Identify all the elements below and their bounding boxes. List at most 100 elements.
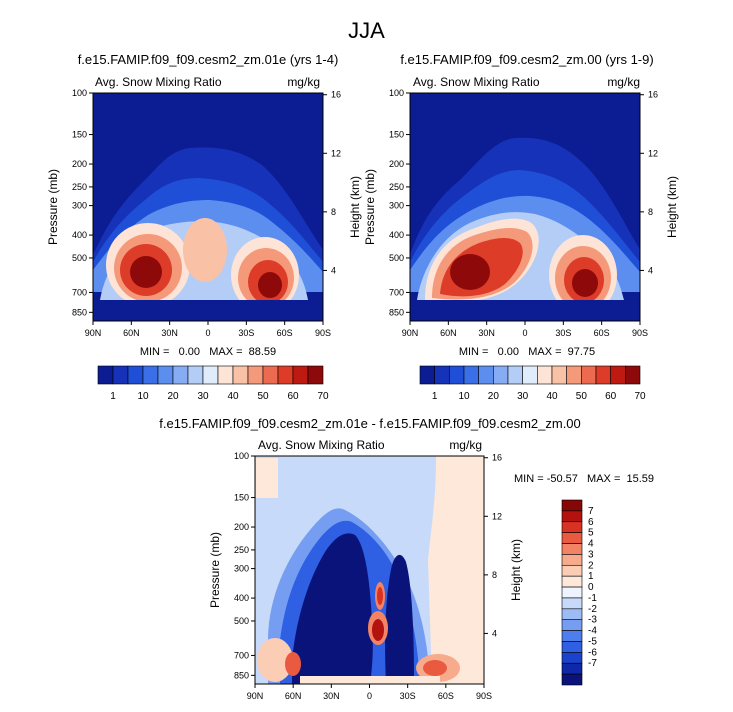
panel-3-x-tick-label: 0 (367, 691, 372, 701)
panel-3-y-tick-label: 150 (234, 493, 249, 503)
panel-3-colorbar-label: -5 (588, 636, 597, 647)
panel-1-colorbar-box (262, 365, 279, 385)
panel-1-y2-tick-label: 16 (331, 90, 341, 100)
panel-1-y-tick-label: 250 (72, 182, 87, 192)
panel-2-colorbar-label: 60 (605, 391, 617, 402)
panel-3-x-tick-label: 60N (285, 691, 302, 701)
panel-1-colorbar-label: 10 (137, 391, 149, 402)
panel-2-y2-axis-title: Height (km) (665, 176, 679, 238)
panel-1-title: f.e15.FAMIP.f09_f09.cesm2_zm.01e (yrs 1-… (78, 52, 339, 67)
panel-3-colorbar-label: -2 (588, 604, 597, 615)
panel-1-colorbar-label: 50 (257, 391, 269, 402)
panel-1-y-axis-title: Pressure (mb) (46, 169, 60, 245)
panel-2-colorbar-label: 1 (432, 391, 438, 402)
panel-1-warm-band-3 (183, 218, 227, 282)
panel-1-y2-axis-title: Height (km) (348, 176, 362, 238)
panel-1-colorbar-box (292, 365, 309, 385)
panel-2-x-tick-label: 30N (478, 328, 495, 338)
panel-3-colorbar-label: -4 (588, 626, 597, 637)
panel-3-y-tick-label: 200 (234, 522, 249, 532)
panel-2: f.e15.FAMIP.f09_f09.cesm2_zm.00 (yrs 1-9… (400, 52, 654, 322)
panel-1-y-tick-label: 850 (72, 307, 87, 317)
panel-2-x-tick-label: 0 (522, 328, 527, 338)
panel-3-y2-tick-label: 4 (492, 628, 497, 638)
panel-2-y-tick-label: 850 (389, 307, 404, 317)
panel-3-colorbar-label: 7 (588, 506, 594, 517)
panel-1-colorbar-label: 60 (287, 391, 299, 402)
panel-1-colorbar-box (112, 365, 129, 385)
panel-3-warm-patch-left (257, 638, 293, 682)
panel-2-y2-tick-label: 12 (648, 148, 658, 158)
panel-3-colorbar-label: -7 (588, 658, 597, 669)
panel-3-y-tick-label: 400 (234, 593, 249, 603)
panel-3-y-tick-label: 500 (234, 616, 249, 626)
panel-3-x-tick-label: 30S (400, 691, 416, 701)
panel-2-y-tick-label: 400 (389, 230, 404, 240)
panel-1-variable-label: Avg. Snow Mixing Ratio (95, 75, 222, 89)
panel-2-colorbar-label: 30 (517, 391, 529, 402)
panel-1-colorbar-label: 20 (167, 391, 179, 402)
panel-1-colorbar-box (187, 365, 204, 385)
panel-3-warm-column-right (428, 456, 484, 684)
panel-3-colorbar-box (561, 586, 583, 599)
panel-3: f.e15.FAMIP.f09_f09.cesm2_zm.01e - f.e15… (159, 416, 654, 685)
panel-2-x-tick-label: 60S (594, 328, 610, 338)
panel-2-warm-band-7 (450, 254, 490, 290)
panel-2-x-tick-label: 90N (402, 328, 419, 338)
panel-3-colorbar-box (561, 532, 583, 544)
panel-3-colorbar-box (561, 608, 583, 621)
panel-3-title: f.e15.FAMIP.f09_f09.cesm2_zm.01e - f.e15… (159, 416, 581, 431)
panel-1-colorbar-box (142, 365, 159, 385)
panel-3-cool-band-3 (292, 533, 373, 684)
panel-3-y-tick-label: 100 (234, 451, 249, 461)
panel-3-min-max: MIN = -50.57 MAX = 15.59 (514, 473, 654, 485)
panel-1-y2-tick-label: 12 (331, 148, 341, 158)
panel-3-colorbar-label: -6 (588, 647, 597, 658)
panel-2-colorbar-label: 70 (634, 391, 646, 402)
panel-2-x-tick-label: 60N (440, 328, 457, 338)
panel-1-colorbar-label: 30 (197, 391, 209, 402)
panel-1-y-tick-label: 100 (72, 88, 87, 98)
panel-3-x-tick-label: 30N (323, 691, 340, 701)
panel-1-colorbar-box (307, 365, 324, 385)
panel-1-x-tick-label: 30N (161, 328, 178, 338)
panel-3-y2-tick-label: 8 (492, 570, 497, 580)
panel-2-y-tick-label: 100 (389, 88, 404, 98)
panel-3-colorbar-box (561, 521, 583, 533)
panel-1-colorbar-box (172, 365, 189, 385)
panel-2-colorbar-box (478, 365, 494, 385)
panel-3-y-tick-label: 250 (234, 545, 249, 555)
panel-2-y2-tick-label: 4 (648, 265, 653, 275)
panel-3-colorbar-box (561, 597, 583, 610)
panel-2-colorbar-box (566, 365, 582, 385)
panel-2-colorbar-box (507, 365, 523, 385)
panel-3-colorbar-label: 6 (588, 517, 594, 528)
panel-1-y-tick-label: 700 (72, 287, 87, 297)
panel-2-colorbar-label: 10 (458, 391, 470, 402)
panel-3-colorbar-box (561, 564, 583, 577)
panel-1-colorbar-label: 1 (110, 391, 116, 402)
panel-2-colorbar-box (449, 365, 465, 385)
panel-1-y-tick-label: 200 (72, 159, 87, 169)
panel-3-colorbar-box (561, 641, 583, 653)
panel-2-y-tick-label: 700 (389, 287, 404, 297)
panel-1-colorbar-box (277, 365, 294, 385)
panel-3-colorbar-box (561, 673, 583, 686)
panel-1-x-tick-label: 60S (277, 328, 293, 338)
panel-3-colorbar-label: -1 (588, 593, 597, 604)
panel-2-y-tick-label: 500 (389, 253, 404, 263)
panel-3-units-label: mg/kg (449, 438, 482, 452)
panel-1-colorbar-label: 70 (317, 391, 329, 402)
panel-3-field (255, 456, 484, 684)
panel-2-y-tick-label: 200 (389, 159, 404, 169)
panel-2-colorbar-box (419, 365, 435, 385)
panel-2-y-axis-title: Pressure (mb) (363, 169, 377, 245)
panel-3-colorbar-box (561, 543, 583, 555)
panel-1-colorbar-box (247, 365, 264, 385)
panel-2-colorbar-box (434, 365, 450, 385)
panel-1-min-max: MIN = 0.00 MAX = 88.59 (140, 346, 276, 358)
panel-2-colorbar-box (493, 365, 509, 385)
panel-2-y2-tick-label: 16 (648, 90, 658, 100)
panel-2-warm-band-8 (572, 269, 598, 297)
